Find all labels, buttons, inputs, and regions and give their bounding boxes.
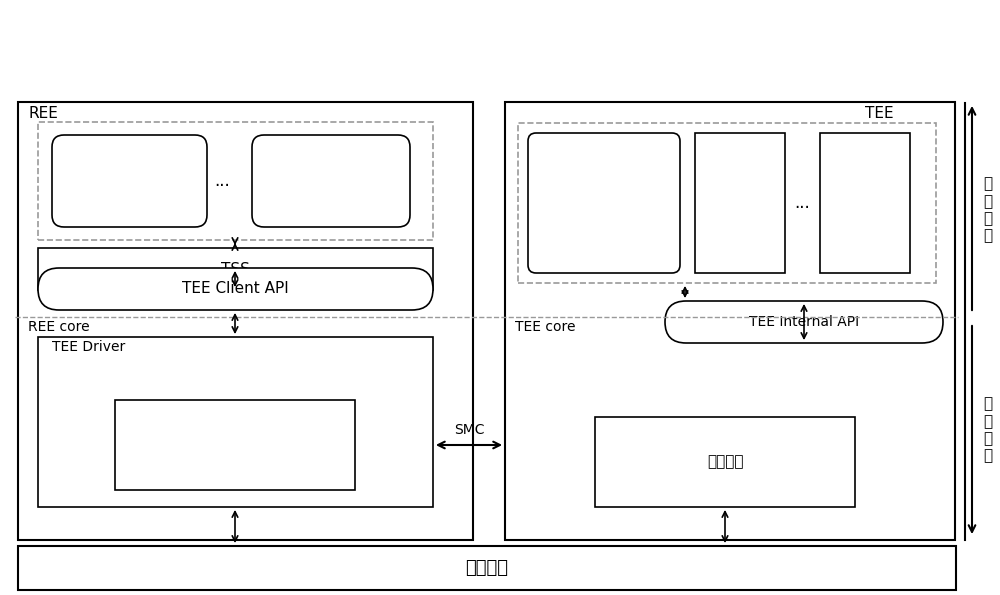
Text: 客户端应用
（CA）: 客户端应用 （CA）: [109, 166, 151, 196]
FancyBboxPatch shape: [38, 268, 433, 310]
Text: n: n: [867, 196, 876, 210]
Bar: [505, 102, 955, 540]
Text: TA: TA: [848, 196, 865, 210]
Text: 内
核
空
间: 内 核 空 间: [983, 396, 993, 464]
Text: CA: CA: [312, 174, 331, 188]
Bar: [595, 417, 855, 507]
Text: 可信模块: 可信模块: [707, 455, 743, 469]
Text: 存储模块: 存储模块: [466, 559, 509, 577]
Text: REE core: REE core: [28, 320, 90, 334]
Text: TEE Internal API: TEE Internal API: [749, 315, 859, 329]
Text: 度量代理: 度量代理: [217, 437, 253, 453]
Text: TEE Driver: TEE Driver: [52, 340, 125, 354]
Text: TA1: TA1: [727, 196, 753, 210]
Bar: [18, 546, 956, 590]
FancyBboxPatch shape: [528, 133, 680, 273]
Text: TEE core: TEE core: [515, 320, 576, 334]
Text: 可信应用
（TA）: 可信应用 （TA）: [587, 188, 621, 218]
Bar: [695, 133, 785, 273]
Text: TEE: TEE: [865, 105, 894, 121]
Bar: [115, 400, 355, 490]
FancyBboxPatch shape: [52, 135, 207, 227]
Bar: [18, 102, 473, 540]
Text: SMC: SMC: [454, 423, 484, 437]
FancyBboxPatch shape: [665, 301, 943, 343]
FancyBboxPatch shape: [252, 135, 410, 227]
Bar: [38, 122, 433, 240]
Text: n: n: [333, 174, 342, 188]
Bar: [820, 133, 910, 273]
Bar: [518, 123, 936, 283]
Text: TEE Client API: TEE Client API: [182, 281, 288, 296]
Bar: [38, 248, 433, 290]
Text: REE: REE: [28, 105, 58, 121]
Text: ...: ...: [794, 194, 810, 212]
Bar: [38, 337, 433, 507]
Text: 用
户
空
间: 用 户 空 间: [983, 176, 993, 243]
Text: TSS: TSS: [221, 261, 249, 277]
Text: ...: ...: [214, 172, 230, 190]
